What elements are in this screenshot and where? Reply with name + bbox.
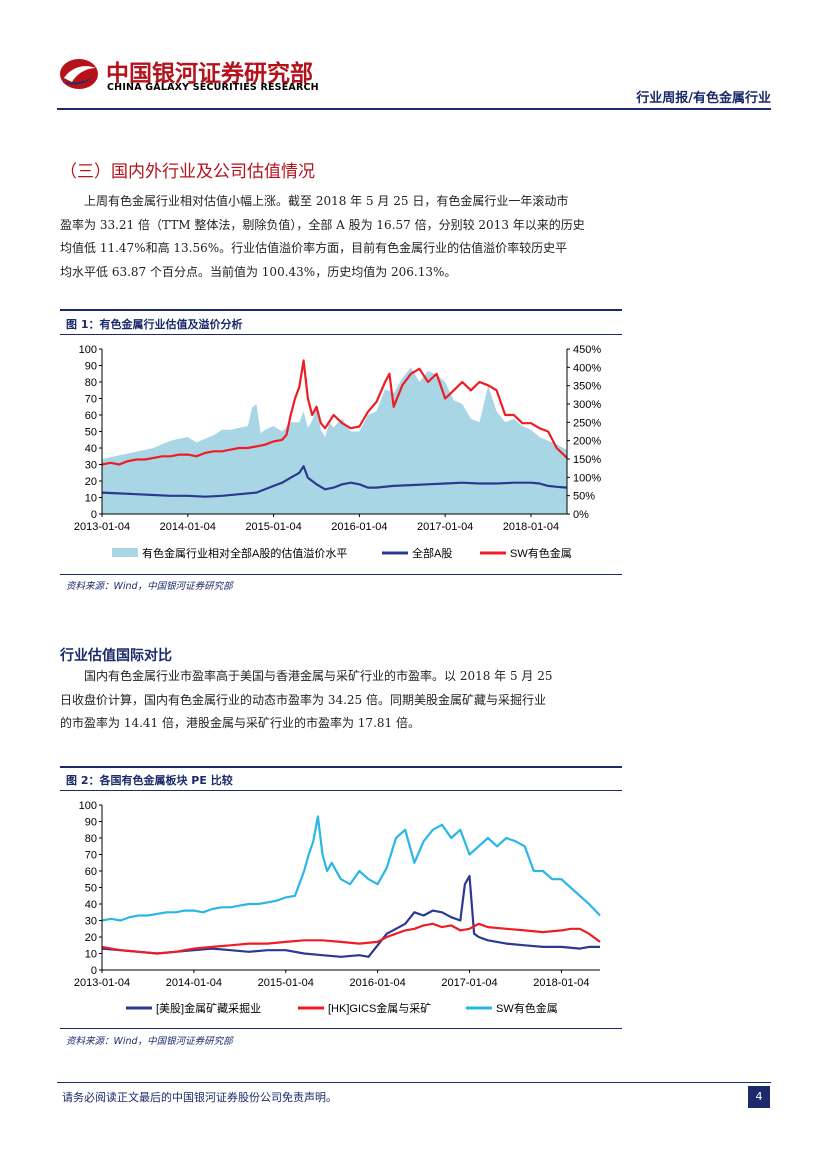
galaxy-logo-icon <box>60 59 98 89</box>
figure2-title-rule <box>60 790 622 791</box>
chart1-legend-label: 有色金属行业相对全部A股的估值溢价水平 <box>142 546 347 560</box>
chart2-y-tick-label: 50 <box>85 883 97 895</box>
footer-disclaimer: 请务必阅读正文最后的中国银河证券股份公司免责声明。 <box>62 1091 337 1104</box>
paragraph-valuation: 上周有色金属行业相对估值小幅上涨。截至 2018 年 5 月 25 日，有色金属… <box>60 190 622 284</box>
chart1-legend-swatch <box>112 548 138 557</box>
chart1-y-tick-label: 40 <box>85 443 97 455</box>
paragraph-line: 的市盈率为 14.41 倍，港股金属与采矿行业的市盈率为 17.81 倍。 <box>60 716 420 730</box>
chart1-x-tick-label: 2013-01-04 <box>74 521 130 533</box>
brand-name-cn: 中国银河证券研究部 <box>106 61 313 87</box>
chart2-y-tick-label: 70 <box>85 850 97 862</box>
page-number: 4 <box>748 1086 770 1108</box>
chart1-series-area-0 <box>102 367 567 514</box>
chart1-series-line-1 <box>101 465 568 498</box>
paragraph-line: 上周有色金属行业相对估值小幅上涨。截至 2018 年 5 月 25 日，有色金属… <box>84 194 569 208</box>
chart1-x-tick-label: 2014-01-04 <box>160 521 216 533</box>
figure2-source: 资料来源：Wind，中国银河证券研究部 <box>66 1036 233 1047</box>
chart1-y-tick-label: 60 <box>85 410 97 422</box>
chart1-y-right-tick-label: 150% <box>573 454 601 466</box>
section-title: （三）国内外行业及公司估值情况 <box>60 162 315 182</box>
chart1-legend-label: SW有色金属 <box>510 546 572 560</box>
chart2-x-tick-label: 2014-01-04 <box>166 977 222 989</box>
chart2-legend-label: [HK]GICS金属与采矿 <box>328 1001 431 1015</box>
header-divider <box>57 108 771 110</box>
chart2-legend-label: [美股]金属矿藏采掘业 <box>156 1001 261 1015</box>
footer-divider <box>57 1082 771 1083</box>
chart1-y-tick-label: 30 <box>85 460 97 472</box>
chart1-series-line-2 <box>101 359 568 466</box>
chart2-y-tick-label: 40 <box>85 899 97 911</box>
figure1-title-rule <box>60 334 622 335</box>
chart2-y-tick-label: 100 <box>79 800 97 812</box>
chart2-x-tick-label: 2013-01-04 <box>74 977 130 989</box>
figure2-top-rule <box>60 766 622 768</box>
chart1-y-tick-label: 100 <box>79 344 97 356</box>
chart1-y-right-tick-label: 200% <box>573 436 601 448</box>
chart2-y-tick-label: 80 <box>85 833 97 845</box>
chart2-x-tick-label: 2018-01-04 <box>533 977 589 989</box>
chart2-series-line-2 <box>101 815 601 922</box>
subsection-title: 行业估值国际对比 <box>60 648 172 664</box>
chart1-y-right-tick-label: 100% <box>573 472 601 484</box>
chart1-x-tick-label: 2015-01-04 <box>245 521 301 533</box>
chart2-y-tick-label: 90 <box>85 817 97 829</box>
figure1-source: 资料来源：Wind，中国银河证券研究部 <box>66 581 233 592</box>
chart1-y-right-tick-label: 0% <box>573 509 589 521</box>
chart1-y-tick-label: 70 <box>85 394 97 406</box>
paragraph-line: 日收盘价计算，国内有色金属行业的动态市盈率为 34.25 倍。同期美股金属矿藏与… <box>60 692 546 707</box>
chart2-y-tick-label: 30 <box>85 916 97 928</box>
chart1-y-tick-label: 90 <box>85 361 97 373</box>
chart1-y-tick-label: 10 <box>85 493 97 505</box>
chart1-y-tick-label: 20 <box>85 476 97 488</box>
figure1-chart: 0 10 20 30 40 50 60 70 80 90 100 0% 50% 100% 150% 200% 2… <box>74 344 601 560</box>
chart2-x-tick-label: 2016-01-04 <box>350 977 406 989</box>
chart2-x-tick-label: 2017-01-04 <box>441 977 497 989</box>
chart1-legend-label: 全部A股 <box>412 546 452 560</box>
figure2-chart: 0 10 20 30 40 50 60 70 80 90 100 2013-01-04 2014-01-… <box>74 800 601 1015</box>
paragraph-international: 国内有色金属行业市盈率高于美国与香港金属与采矿行业的市盈率。以 2018 年 5… <box>60 665 622 736</box>
chart1-y-tick-label: 0 <box>91 509 97 521</box>
chart1-y-right-tick-label: 350% <box>573 381 601 393</box>
chart1-y-right-tick-label: 250% <box>573 417 601 429</box>
chart1-y-tick-label: 80 <box>85 377 97 389</box>
chart2-series-line-0 <box>101 874 600 958</box>
chart1-y-right-tick-label: 300% <box>573 399 601 411</box>
chart2-series-line-1 <box>101 922 601 955</box>
chart1-x-tick-label: 2016-01-04 <box>331 521 387 533</box>
paragraph-line: 均值低 11.47%和高 13.56%。行业估值溢价率方面，目前有色金属行业的估… <box>60 241 568 255</box>
chart2-x-tick-label: 2015-01-04 <box>258 977 314 989</box>
chart2-y-tick-label: 10 <box>85 949 97 961</box>
chart1-x-tick-label: 2018-01-04 <box>503 521 559 533</box>
chart1-y-tick-label: 50 <box>85 427 97 439</box>
paragraph-line: 盈率为 33.21 倍（TTM 整体法，剔除负值），全部 A 股为 16.57 … <box>60 217 585 232</box>
brand-name-en: CHINA GALAXY SECURITIES RESEARCH <box>107 82 319 93</box>
report-type: 行业周报/有色金属行业 <box>636 91 771 106</box>
paragraph-line: 国内有色金属行业市盈率高于美国与香港金属与采矿行业的市盈率。以 2018 年 5… <box>84 669 553 683</box>
chart2-legend-label: SW有色金属 <box>496 1001 558 1015</box>
figure1-title: 图 1：有色金属行业估值及溢价分析 <box>66 318 243 331</box>
chart1-y-right-tick-label: 50% <box>573 491 595 503</box>
figure2-bottom-rule <box>60 1028 622 1029</box>
chart1-y-right-tick-label: 400% <box>573 362 601 374</box>
chart2-y-tick-label: 20 <box>85 932 97 944</box>
figure1-bottom-rule <box>60 574 622 575</box>
chart1-y-right-tick-label: 450% <box>573 344 601 356</box>
figure2-title: 图 2：各国有色金属板块 PE 比较 <box>66 774 233 787</box>
paragraph-line: 均水平低 63.87 个百分点。当前值为 100.43%，历史均值为 206.1… <box>60 264 457 279</box>
figure1-top-rule <box>60 309 622 311</box>
chart2-y-tick-label: 0 <box>91 965 97 977</box>
chart2-y-tick-label: 60 <box>85 866 97 878</box>
chart1-x-tick-label: 2017-01-04 <box>417 521 473 533</box>
